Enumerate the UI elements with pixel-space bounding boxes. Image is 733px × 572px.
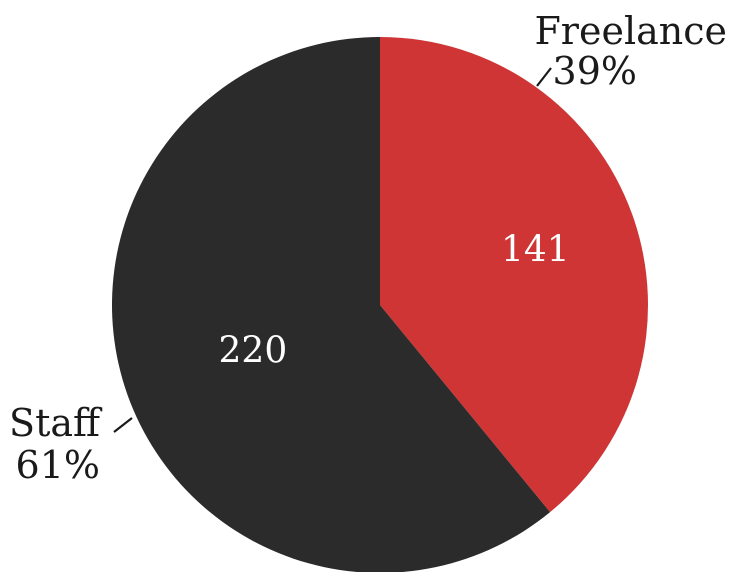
freelance-category-label: Freelance [534, 9, 727, 53]
freelance-value-label: 141 [501, 229, 570, 270]
staff-category-label: Staff [9, 401, 103, 445]
staff-value-label: 220 [219, 331, 288, 372]
staff-leader-line [113, 417, 133, 433]
pie-slice-staff [112, 37, 551, 572]
freelance-leader-line [536, 67, 552, 87]
staff-percent-label: 61% [16, 443, 100, 487]
freelance-percent-label: 39% [553, 49, 637, 93]
pie-slice-freelance [380, 37, 648, 513]
slices-layer [112, 37, 648, 572]
